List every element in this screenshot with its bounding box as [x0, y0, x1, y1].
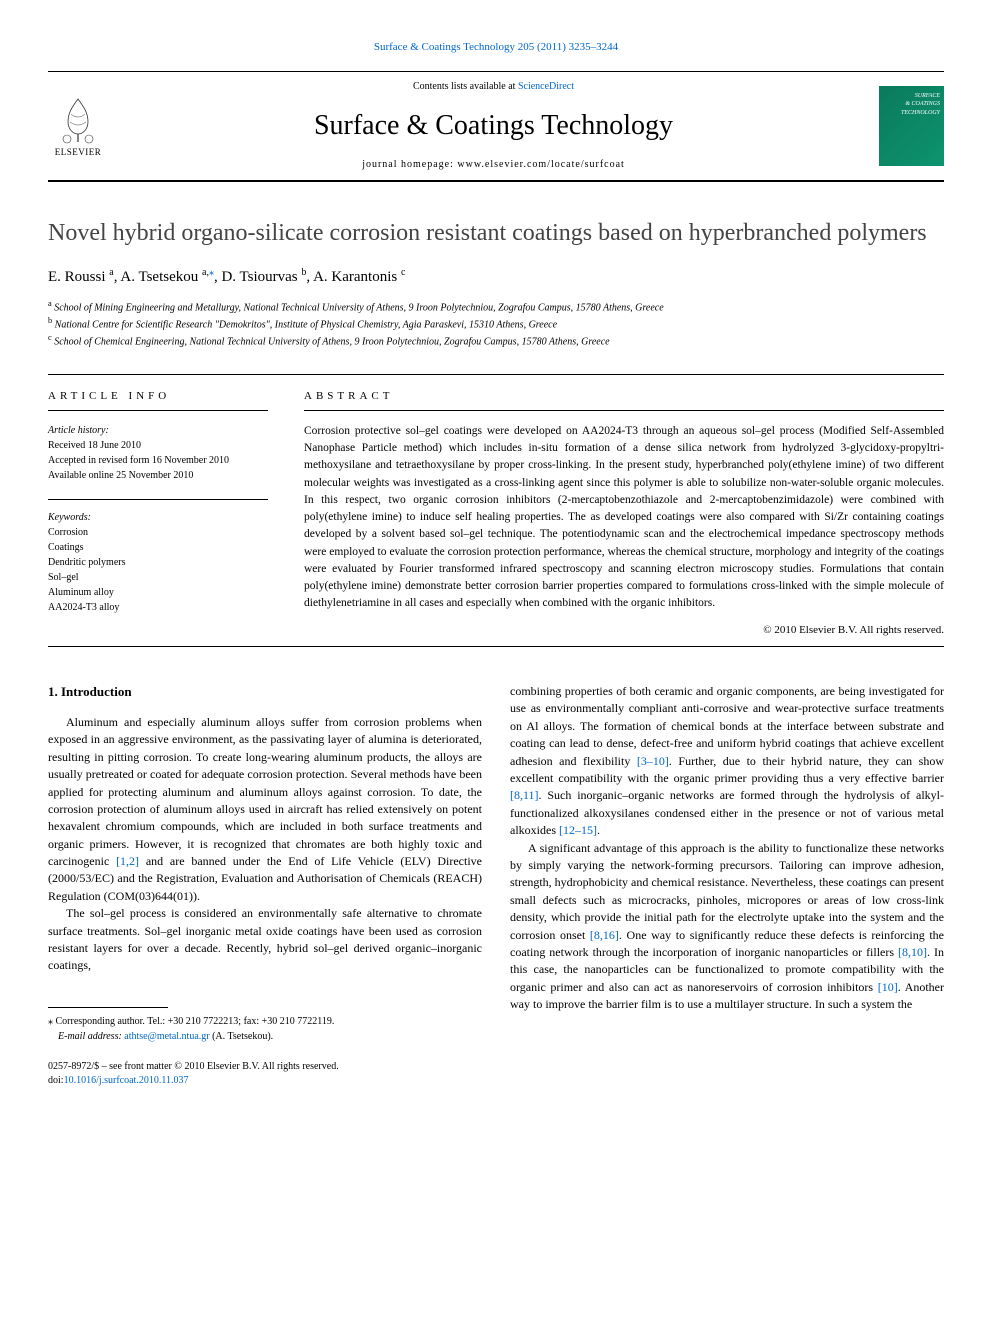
received-date: Received 18 June 2010	[48, 440, 141, 451]
history-label: Article history:	[48, 425, 109, 436]
journal-issue-link[interactable]: Surface & Coatings Technology 205 (2011)…	[48, 40, 944, 55]
email-link[interactable]: athtse@metal.ntua.gr	[124, 1031, 209, 1042]
body-two-columns: 1. Introduction Aluminum and especially …	[48, 683, 944, 1088]
keyword: Corrosion	[48, 527, 88, 538]
citation-link[interactable]: [8,10]	[898, 945, 927, 959]
author-name: D. Tsiourvas	[221, 269, 297, 285]
affiliation-text: School of Chemical Engineering, National…	[54, 337, 609, 348]
introduction-heading: 1. Introduction	[48, 683, 482, 702]
article-page: Surface & Coatings Technology 205 (2011)…	[0, 0, 992, 1128]
keyword: Sol–gel	[48, 572, 79, 583]
elsevier-logo: ELSEVIER	[48, 91, 108, 161]
keyword: Aluminum alloy	[48, 587, 114, 598]
journal-cover-thumbnail: SURFACE & COATINGS TECHNOLOGY	[879, 86, 944, 166]
citation-link[interactable]: [8,11]	[510, 788, 539, 802]
journal-title: Surface & Coatings Technology	[108, 106, 879, 145]
email-label: E-mail address:	[58, 1031, 122, 1042]
affiliation-line: c School of Chemical Engineering, Nation…	[48, 332, 944, 349]
issn-copyright-line: 0257-8972/$ – see front matter © 2010 El…	[48, 1061, 339, 1072]
body-paragraph: combining properties of both ceramic and…	[510, 683, 944, 840]
citation-link[interactable]: [3–10]	[637, 754, 669, 768]
body-text: The sol–gel process is considered an env…	[48, 906, 482, 972]
abstract-text: Corrosion protective sol–gel coatings we…	[304, 423, 944, 613]
author-aff-sup: b	[301, 267, 306, 278]
abstract-copyright: © 2010 Elsevier B.V. All rights reserved…	[304, 623, 944, 638]
keywords-label: Keywords:	[48, 512, 91, 523]
author-aff-sup: c	[401, 267, 405, 278]
doi-link[interactable]: 10.1016/j.surfcoat.2010.11.037	[64, 1075, 189, 1086]
body-paragraph: A significant advantage of this approach…	[510, 840, 944, 1014]
body-text: Aluminum and especially aluminum alloys …	[48, 715, 482, 868]
cover-line: & COATINGS	[883, 100, 940, 108]
header-center: Contents lists available at ScienceDirec…	[108, 80, 879, 171]
citation-link[interactable]: [12–15]	[559, 823, 597, 837]
elsevier-label: ELSEVIER	[55, 146, 102, 159]
doi-prefix: doi:	[48, 1075, 64, 1086]
affiliations-block: a School of Mining Engineering and Metal…	[48, 298, 944, 350]
elsevier-tree-icon	[53, 94, 103, 144]
body-left-column: 1. Introduction Aluminum and especially …	[48, 683, 482, 1088]
article-history-block: Article history: Received 18 June 2010 A…	[48, 423, 268, 483]
online-date: Available online 25 November 2010	[48, 470, 193, 481]
affiliation-text: National Centre for Scientific Research …	[55, 319, 557, 330]
author-aff-sup: a,	[202, 267, 209, 278]
cover-line: TECHNOLOGY	[883, 109, 940, 117]
author-name: A. Karantonis	[313, 269, 397, 285]
journal-homepage-line: journal homepage: www.elsevier.com/locat…	[108, 158, 879, 172]
email-attribution: (A. Tsetsekou).	[210, 1031, 274, 1042]
cover-line: SURFACE	[883, 92, 940, 100]
article-info-label: ARTICLE INFO	[48, 389, 268, 411]
citation-link[interactable]: [10]	[878, 980, 898, 994]
article-info-column: ARTICLE INFO Article history: Received 1…	[48, 389, 268, 639]
info-divider	[48, 499, 268, 500]
body-text: .	[597, 823, 600, 837]
contents-prefix: Contents lists available at	[413, 81, 518, 92]
authors-line: E. Roussi a, A. Tsetsekou a,⁎, D. Tsiour…	[48, 266, 944, 288]
keyword: Coatings	[48, 542, 84, 553]
author-name: A. Tsetsekou	[120, 269, 198, 285]
abstract-label: ABSTRACT	[304, 389, 944, 411]
affiliation-text: School of Mining Engineering and Metallu…	[54, 302, 663, 313]
corresponding-author-marker[interactable]: ⁎	[209, 267, 214, 278]
citation-link[interactable]: [8,16]	[590, 928, 619, 942]
footer-block: 0257-8972/$ – see front matter © 2010 El…	[48, 1060, 482, 1088]
keyword: Dendritic polymers	[48, 557, 125, 568]
affiliation-line: a School of Mining Engineering and Metal…	[48, 298, 944, 315]
homepage-prefix: journal homepage:	[362, 159, 457, 170]
contents-lists-line: Contents lists available at ScienceDirec…	[108, 80, 879, 94]
abstract-column: ABSTRACT Corrosion protective sol–gel co…	[304, 389, 944, 639]
info-footer-rule	[48, 646, 944, 647]
article-title: Novel hybrid organo-silicate corrosion r…	[48, 218, 944, 248]
affiliation-line: b National Centre for Scientific Researc…	[48, 315, 944, 332]
body-paragraph: The sol–gel process is considered an env…	[48, 905, 482, 975]
author-aff-sup: a	[109, 267, 113, 278]
body-right-column: combining properties of both ceramic and…	[510, 683, 944, 1088]
footnote-text: Corresponding author. Tel.: +30 210 7722…	[53, 1016, 334, 1027]
author-name: E. Roussi	[48, 269, 106, 285]
body-paragraph: Aluminum and especially aluminum alloys …	[48, 714, 482, 905]
sciencedirect-link[interactable]: ScienceDirect	[518, 81, 574, 92]
homepage-url[interactable]: www.elsevier.com/locate/surfcoat	[457, 159, 624, 170]
citation-link[interactable]: [1,2]	[116, 854, 139, 868]
keyword: AA2024-T3 alloy	[48, 602, 119, 613]
corresponding-author-footnote: ⁎ Corresponding author. Tel.: +30 210 77…	[48, 1014, 482, 1044]
accepted-date: Accepted in revised form 16 November 201…	[48, 455, 229, 466]
article-info-abstract-row: ARTICLE INFO Article history: Received 1…	[48, 374, 944, 639]
keywords-block: Keywords: Corrosion Coatings Dendritic p…	[48, 510, 268, 615]
journal-header: ELSEVIER Contents lists available at Sci…	[48, 71, 944, 181]
footnote-separator	[48, 1007, 168, 1008]
body-text: A significant advantage of this approach…	[510, 841, 944, 942]
